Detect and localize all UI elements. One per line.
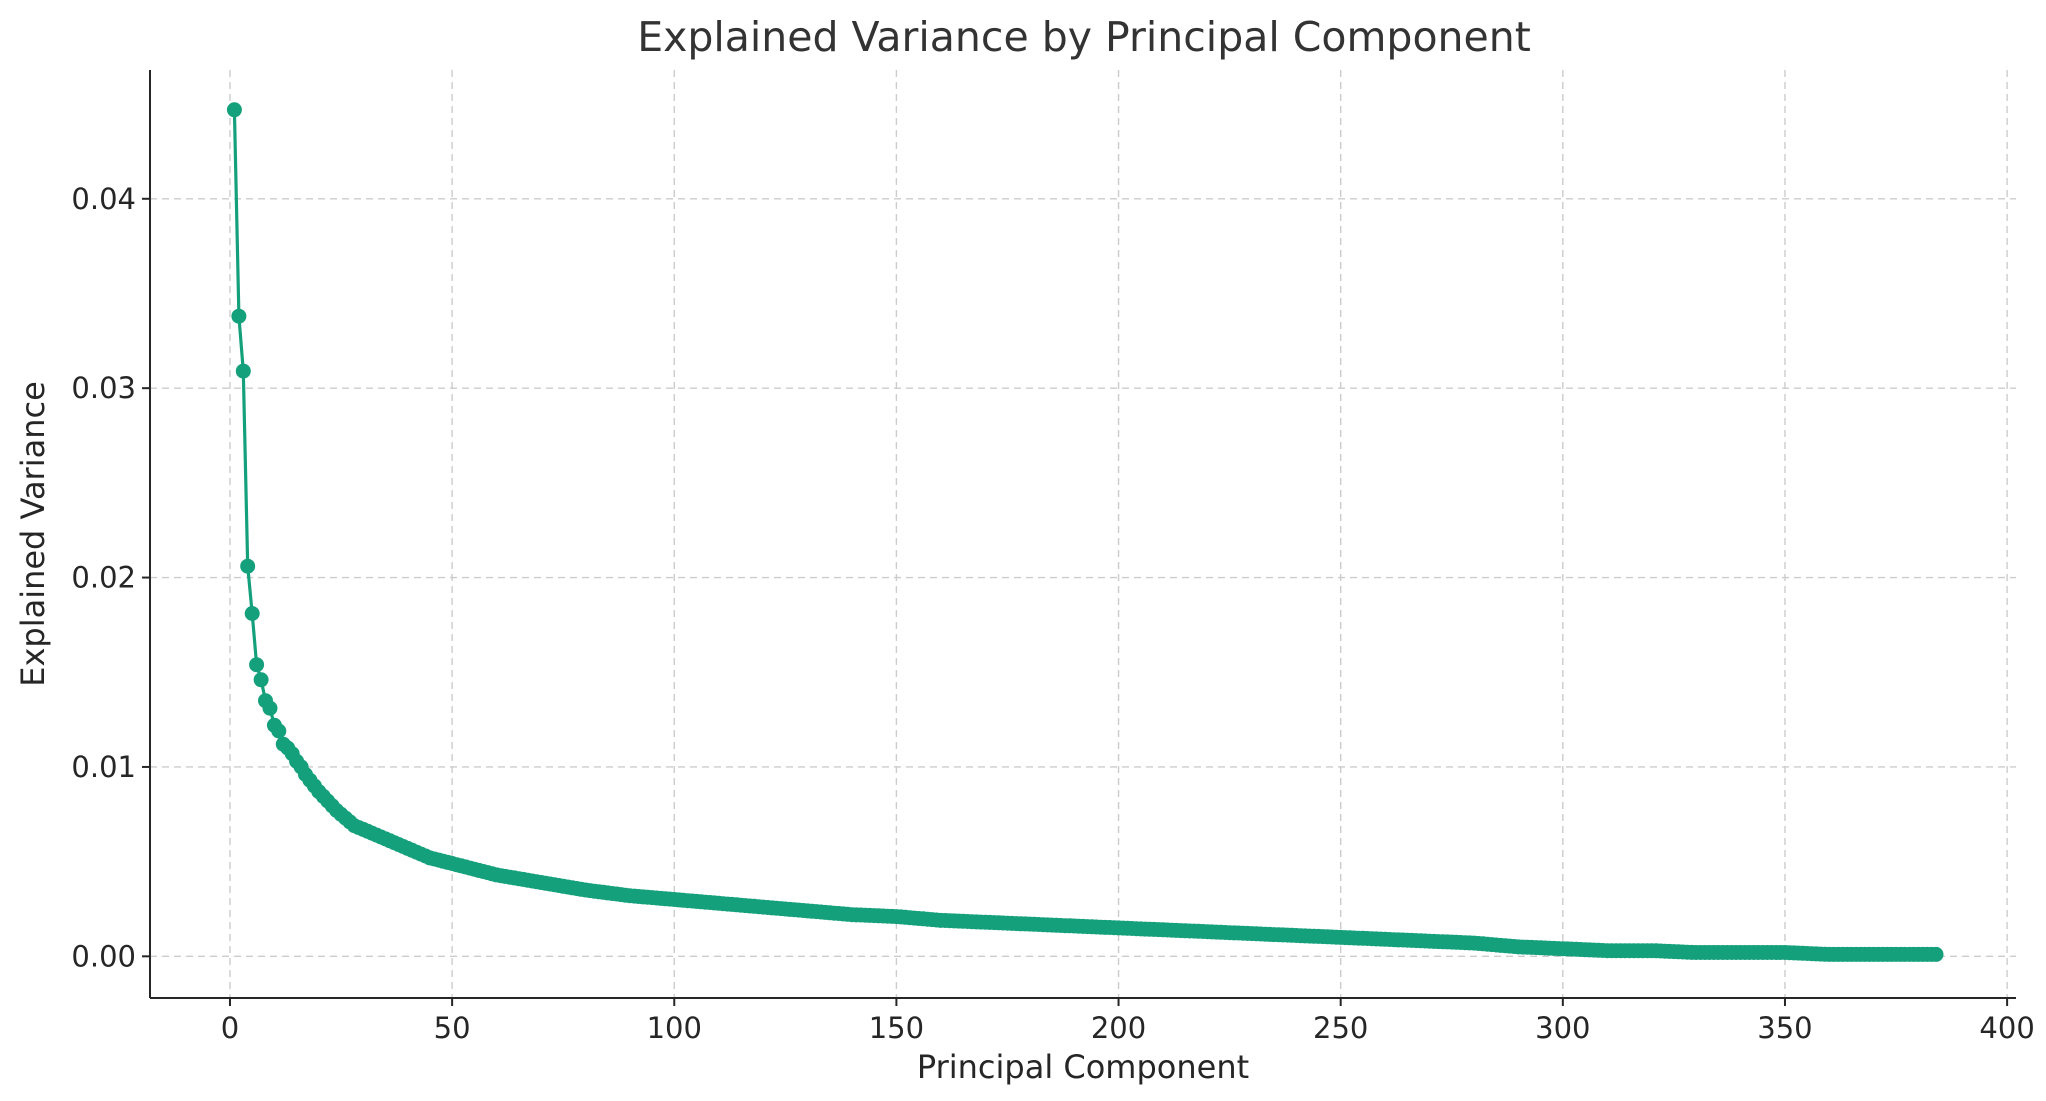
data-point bbox=[262, 700, 278, 716]
data-point bbox=[226, 102, 242, 118]
grid-lines bbox=[150, 70, 2016, 998]
x-tick-label: 0 bbox=[221, 1011, 239, 1045]
x-tick-label: 100 bbox=[647, 1011, 702, 1045]
x-axis-ticks: 0 50 100 150 200 250 300 350 400 bbox=[221, 998, 2035, 1045]
y-tick-label: 0.00 bbox=[71, 939, 136, 973]
y-tick-label: 0.01 bbox=[71, 750, 136, 784]
y-axis-ticks: 0.00 0.01 0.02 0.03 0.04 bbox=[71, 182, 150, 973]
plot-area bbox=[226, 102, 1944, 962]
data-point bbox=[240, 558, 256, 574]
x-tick-label: 50 bbox=[434, 1011, 471, 1045]
y-tick-label: 0.03 bbox=[71, 371, 136, 405]
y-tick-label: 0.04 bbox=[71, 182, 136, 216]
data-point bbox=[1928, 946, 1944, 962]
data-point bbox=[231, 308, 247, 324]
data-point bbox=[235, 363, 251, 379]
y-axis-label: Explained Variance bbox=[14, 381, 52, 687]
y-tick-label: 0.02 bbox=[71, 561, 136, 595]
x-tick-label: 300 bbox=[1535, 1011, 1590, 1045]
data-point bbox=[244, 606, 260, 621]
x-tick-label: 350 bbox=[1757, 1011, 1812, 1045]
data-point bbox=[253, 672, 269, 688]
x-tick-label: 150 bbox=[869, 1011, 924, 1045]
x-tick-label: 250 bbox=[1313, 1011, 1368, 1045]
x-tick-label: 400 bbox=[1979, 1011, 2034, 1045]
chart-title: Explained Variance by Principal Componen… bbox=[637, 13, 1531, 61]
data-point bbox=[249, 657, 265, 673]
series-line bbox=[232, 109, 1936, 956]
data-point bbox=[271, 723, 287, 739]
x-tick-label: 200 bbox=[1091, 1011, 1146, 1045]
x-axis-label: Principal Component bbox=[917, 1048, 1249, 1086]
